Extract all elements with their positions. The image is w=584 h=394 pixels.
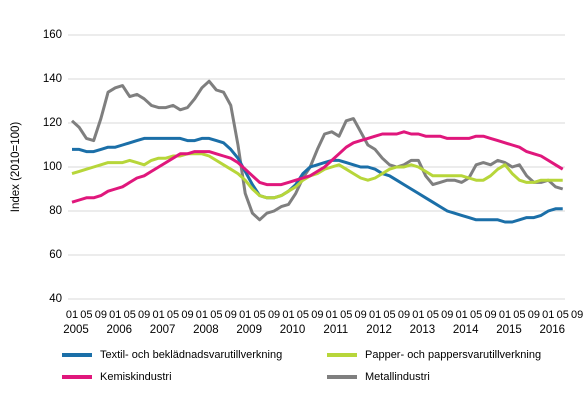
y-tick-label: 40 <box>49 293 62 305</box>
x-tick-label: 09 <box>181 309 193 321</box>
x-tick-label: 09 <box>138 309 150 321</box>
x-tick-label: 05 <box>383 309 395 321</box>
x-year-label: 2016 <box>540 324 566 336</box>
y-axis-label: Index (2010=100) <box>10 122 22 213</box>
legend-label: Papper- och pappersvarutillverkning <box>365 349 541 361</box>
y-tick-label: 80 <box>49 205 62 217</box>
series-line <box>70 79 564 222</box>
x-year-label: 2009 <box>236 324 262 336</box>
x-tick-label: 09 <box>441 309 453 321</box>
x-tick-label: 09 <box>571 309 583 321</box>
x-tick-label: 01 <box>326 309 338 321</box>
y-tick-label: 60 <box>49 249 62 261</box>
x-tick-label: 01 <box>239 309 251 321</box>
x-tick-label: 05 <box>124 309 136 321</box>
x-tick-label: 05 <box>297 309 309 321</box>
x-tick-label: 01 <box>369 309 381 321</box>
x-tick-label: 05 <box>470 309 482 321</box>
x-tick-label: 09 <box>355 309 367 321</box>
x-year-label: 2008 <box>193 324 219 336</box>
series-line <box>71 130 564 204</box>
x-tick-label: 09 <box>528 309 540 321</box>
x-tick-label: 09 <box>311 309 323 321</box>
x-tick-label: 09 <box>225 309 237 321</box>
x-tick-label: 05 <box>427 309 439 321</box>
y-tick-label: 160 <box>43 29 62 41</box>
x-year-label: 2014 <box>453 324 479 336</box>
x-tick-label: 05 <box>513 309 525 321</box>
x-tick-label: 01 <box>412 309 424 321</box>
legend-label: Metallindustri <box>365 371 430 383</box>
x-tick-label: 01 <box>499 309 511 321</box>
y-tick-label: 140 <box>43 73 62 85</box>
x-tick-label: 09 <box>95 309 107 321</box>
x-tick-label: 01 <box>196 309 208 321</box>
legend-label: Kemiskindustri <box>100 371 172 383</box>
x-year-label: 2012 <box>366 324 392 336</box>
x-tick-label: 09 <box>484 309 496 321</box>
x-year-label: 2010 <box>280 324 306 336</box>
x-year-label: 2015 <box>496 324 522 336</box>
x-tick-label: 05 <box>210 309 222 321</box>
y-tick-label: 120 <box>43 117 62 129</box>
x-tick-label: 01 <box>109 309 121 321</box>
x-tick-label: 05 <box>557 309 569 321</box>
y-tick-label: 100 <box>43 161 62 173</box>
x-year-label: 2005 <box>63 324 89 336</box>
x-tick-label: 09 <box>398 309 410 321</box>
legend-label: Textil- och beklädnadsvarutillverkning <box>100 349 282 361</box>
x-year-label: 2011 <box>323 324 348 336</box>
series-line <box>72 136 563 224</box>
x-tick-label: 05 <box>80 309 92 321</box>
x-tick-label: 01 <box>282 309 294 321</box>
x-tick-label: 01 <box>542 309 554 321</box>
x-tick-label: 05 <box>340 309 352 321</box>
x-tick-label: 01 <box>152 309 164 321</box>
series-line <box>71 152 563 200</box>
x-tick-label: 01 <box>66 309 78 321</box>
x-year-label: 2007 <box>150 324 176 336</box>
x-tick-label: 09 <box>268 309 280 321</box>
x-year-label: 2013 <box>410 324 436 336</box>
x-year-label: 2006 <box>107 324 133 336</box>
x-tick-label: 05 <box>254 309 266 321</box>
x-tick-label: 05 <box>167 309 179 321</box>
x-tick-label: 01 <box>456 309 468 321</box>
